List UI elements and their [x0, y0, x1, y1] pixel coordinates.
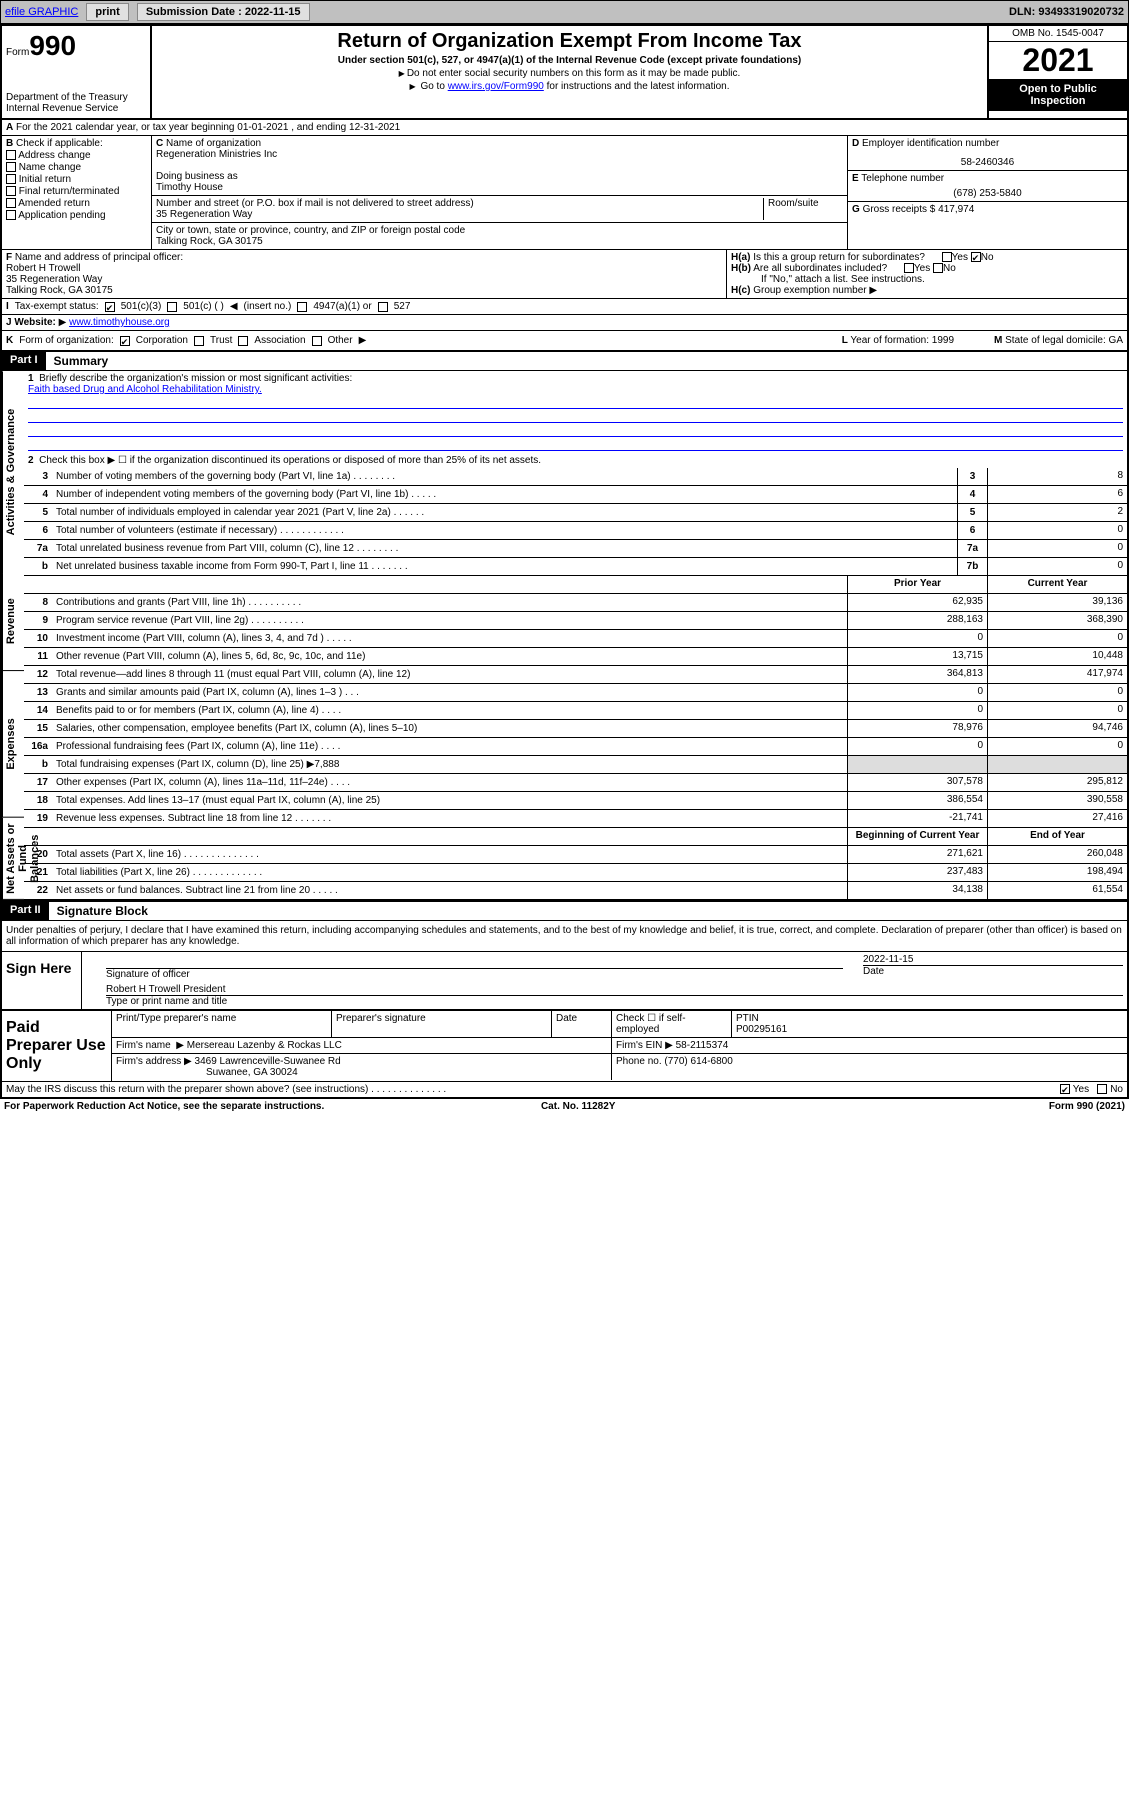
form-number: 990	[29, 30, 76, 61]
prep-phone: (770) 614-6800	[664, 1056, 732, 1067]
omb-number: OMB No. 1545-0047	[989, 26, 1127, 42]
note-ssn: Do not enter social security numbers on …	[156, 68, 983, 79]
summary-line: 7aTotal unrelated business revenue from …	[24, 540, 1127, 558]
summary-line: 18Total expenses. Add lines 13–17 (must …	[24, 792, 1127, 810]
tax-year: 2021	[989, 42, 1127, 79]
summary-line: 19Revenue less expenses. Subtract line 1…	[24, 810, 1127, 828]
row-j: J Website: ▶ www.timothyhouse.org	[2, 315, 1127, 331]
city-state-zip: Talking Rock, GA 30175	[156, 236, 843, 247]
irs-text: Internal Revenue Service	[6, 103, 146, 114]
header-right: OMB No. 1545-0047 2021 Open to Public In…	[987, 26, 1127, 118]
sign-here-block: Sign Here Signature of officer 2022-11-1…	[2, 951, 1127, 1009]
col-c: C Name of organization Regeneration Mini…	[152, 136, 847, 249]
firm-address: 3469 Lawrenceville-Suwanee Rd	[195, 1056, 341, 1067]
header-mid: Return of Organization Exempt From Incom…	[152, 26, 987, 118]
sig-date: 2022-11-15	[863, 954, 913, 965]
summary-line: 3Number of voting members of the governi…	[24, 468, 1127, 486]
section-b-block: B Check if applicable: Address change Na…	[2, 136, 1127, 250]
public-inspection: Open to Public Inspection	[989, 79, 1127, 111]
row-a: A For the 2021 calendar year, or tax yea…	[2, 120, 1127, 136]
ptin-value: P00295161	[736, 1024, 787, 1035]
summary-line: 17Other expenses (Part IX, column (A), l…	[24, 774, 1127, 792]
phone-value: (678) 253-5840	[852, 188, 1123, 199]
summary-line: 21Total liabilities (Part X, line 26) . …	[24, 864, 1127, 882]
summary-line: 9Program service revenue (Part VIII, lin…	[24, 612, 1127, 630]
row-fg: F Name and address of principal officer:…	[2, 250, 1127, 299]
summary-line: bNet unrelated business taxable income f…	[24, 558, 1127, 576]
summary-line: 10Investment income (Part VIII, column (…	[24, 630, 1127, 648]
summary-line: 8Contributions and grants (Part VIII, li…	[24, 594, 1127, 612]
summary-line: bTotal fundraising expenses (Part IX, co…	[24, 756, 1127, 774]
ein-value: 58-2460346	[852, 157, 1123, 168]
col-d: D Employer identification number 58-2460…	[847, 136, 1127, 249]
note-goto: Go to www.irs.gov/Form990 for instructio…	[156, 81, 983, 92]
row-i: I Tax-exempt status: 501(c)(3) 501(c) ( …	[2, 299, 1127, 315]
gross-receipts: 417,974	[938, 204, 974, 215]
firm-ein: 58-2115374	[676, 1040, 729, 1051]
summary-line: 11Other revenue (Part VIII, column (A), …	[24, 648, 1127, 666]
summary-line: 12Total revenue—add lines 8 through 11 (…	[24, 666, 1127, 684]
summary-line: 22Net assets or fund balances. Subtract …	[24, 882, 1127, 900]
dba-name: Timothy House	[156, 182, 843, 193]
row-k: K Form of organization: Corporation Trus…	[2, 331, 1127, 352]
officer-print-name: Robert H Trowell President	[106, 984, 226, 995]
year-formation: 1999	[932, 335, 954, 346]
header-left: Form990 Department of the Treasury Inter…	[2, 26, 152, 118]
line-2: 2 Check this box ▶ ☐ if the organization…	[24, 453, 1127, 468]
perjury-text: Under penalties of perjury, I declare th…	[2, 921, 1127, 951]
summary-line: 15Salaries, other compensation, employee…	[24, 720, 1127, 738]
efile-link[interactable]: efile GRAPHIC	[5, 6, 78, 18]
dept-treasury: Department of the Treasury	[6, 92, 146, 103]
irs-link[interactable]: www.irs.gov/Form990	[448, 81, 544, 92]
street-address: 35 Regeneration Way	[156, 209, 252, 220]
summary-line: 4Number of independent voting members of…	[24, 486, 1127, 504]
paid-preparer-block: Paid Preparer Use Only Print/Type prepar…	[2, 1009, 1127, 1081]
part2-header: Part II Signature Block	[2, 902, 1127, 921]
summary-line: 20Total assets (Part X, line 16) . . . .…	[24, 846, 1127, 864]
summary-line: 5Total number of individuals employed in…	[24, 504, 1127, 522]
form-subtitle: Under section 501(c), 527, or 4947(a)(1)…	[156, 55, 983, 66]
col-b: B Check if applicable: Address change Na…	[2, 136, 152, 249]
topbar: efile GRAPHIC print Submission Date : 20…	[0, 0, 1129, 24]
part1-header: Part I Summary	[2, 352, 1127, 371]
summary-line: 16aProfessional fundraising fees (Part I…	[24, 738, 1127, 756]
org-name: Regeneration Ministries Inc	[156, 149, 843, 160]
dln-text: DLN: 93493319020732	[1009, 6, 1124, 18]
footer: For Paperwork Reduction Act Notice, see …	[0, 1099, 1129, 1114]
form-container: Form990 Department of the Treasury Inter…	[0, 24, 1129, 1099]
state-domicile: GA	[1109, 335, 1123, 346]
col-h: H(a) Is this a group return for subordin…	[727, 250, 1127, 298]
mission-text[interactable]: Faith based Drug and Alcohol Rehabilitat…	[28, 384, 262, 395]
print-button[interactable]: print	[86, 3, 128, 21]
summary-line: 13Grants and similar amounts paid (Part …	[24, 684, 1127, 702]
cat-no: Cat. No. 11282Y	[541, 1101, 615, 1112]
officer-name: Robert H Trowell	[6, 263, 722, 274]
summary-line: 6Total number of volunteers (estimate if…	[24, 522, 1127, 540]
part1-body: Activities & Governance Revenue Expenses…	[2, 371, 1127, 902]
summary-line: 14Benefits paid to or for members (Part …	[24, 702, 1127, 720]
form-title: Return of Organization Exempt From Incom…	[156, 30, 983, 53]
submission-date-button[interactable]: Submission Date : 2022-11-15	[137, 3, 310, 21]
form-label: Form	[6, 47, 29, 58]
form-header: Form990 Department of the Treasury Inter…	[2, 26, 1127, 120]
website-link[interactable]: www.timothyhouse.org	[69, 317, 170, 328]
discuss-row: May the IRS discuss this return with the…	[2, 1081, 1127, 1097]
col-f: F Name and address of principal officer:…	[2, 250, 727, 298]
firm-name: Mersereau Lazenby & Rockas LLC	[187, 1040, 342, 1051]
